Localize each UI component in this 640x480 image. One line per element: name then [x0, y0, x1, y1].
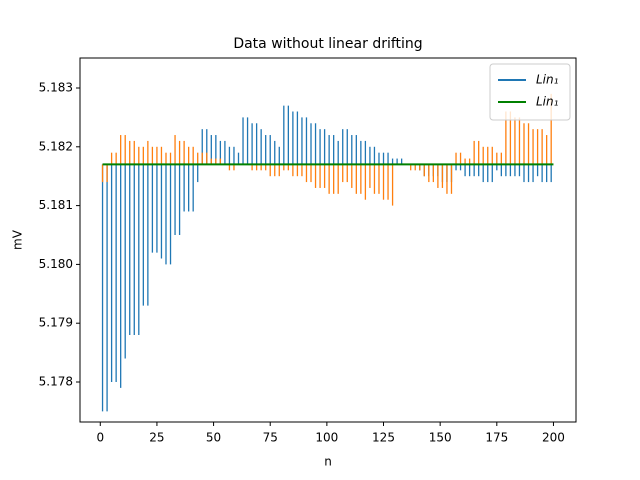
legend-label: Lin₁	[536, 73, 559, 87]
x-tick-label: 175	[485, 431, 508, 445]
plot-area	[101, 93, 554, 412]
y-tick-label: 5.183	[39, 80, 73, 94]
y-tick-label: 5.181	[39, 198, 73, 212]
x-axis-label: n	[324, 455, 332, 469]
y-axis-label: mV	[11, 229, 25, 250]
y-tick-label: 5.180	[39, 257, 73, 271]
y-tick-label: 5.179	[39, 316, 73, 330]
legend-box	[489, 63, 571, 121]
x-tick-label: 50	[206, 431, 221, 445]
x-tick-label: 125	[372, 431, 395, 445]
y-tick-label: 5.182	[39, 139, 73, 153]
chart-title: Data without linear drifting	[233, 36, 422, 52]
x-tick-label: 150	[429, 431, 452, 445]
x-tick-label: 200	[542, 431, 565, 445]
legend-label: Lin₁	[536, 95, 559, 109]
x-tick-label: 75	[263, 431, 278, 445]
axes-frame	[79, 57, 577, 423]
x-tick-label: 100	[315, 431, 338, 445]
y-tick-label: 5.178	[39, 375, 73, 389]
x-tick-label: 25	[149, 431, 164, 445]
x-tick-label: 0	[96, 431, 104, 445]
